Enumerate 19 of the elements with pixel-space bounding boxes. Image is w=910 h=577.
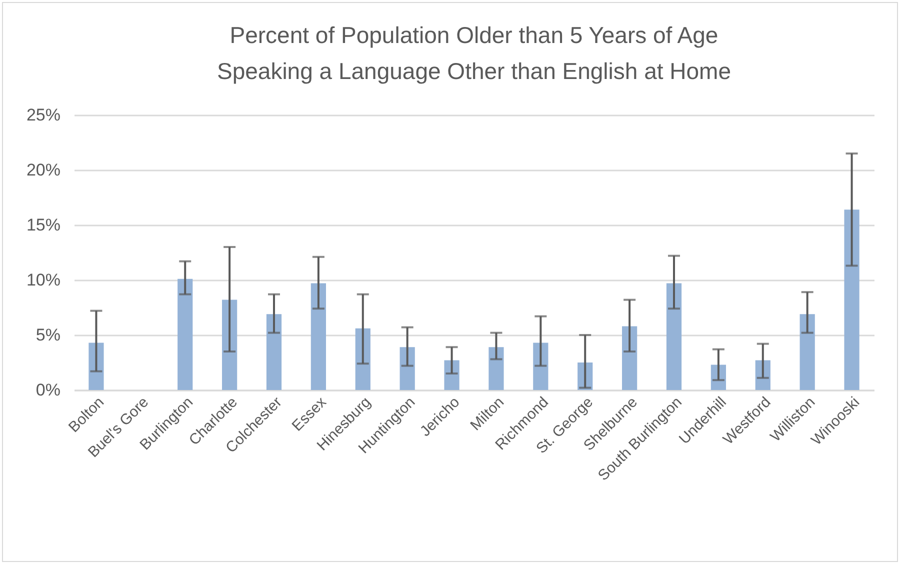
y-tick-label: 5% [36,326,60,344]
y-tick-label: 10% [26,270,60,290]
y-tick-label: 15% [26,216,60,234]
bar [666,283,682,390]
bar [222,300,238,390]
y-tick-label: 25% [26,106,60,124]
bar [844,210,860,390]
bar [400,347,415,390]
bar [266,314,282,390]
bar [622,326,638,390]
bar [178,278,193,390]
bar [355,328,370,390]
y-tick-label: 0% [36,380,60,400]
bar [88,342,104,390]
bar [310,283,326,390]
y-tick-label: 20% [26,160,60,180]
chart-title: Percent of Population Older than 5 Years of Age Speaking a Language Other than English at Home [216,22,732,84]
bar [488,347,504,390]
bar [800,314,815,390]
